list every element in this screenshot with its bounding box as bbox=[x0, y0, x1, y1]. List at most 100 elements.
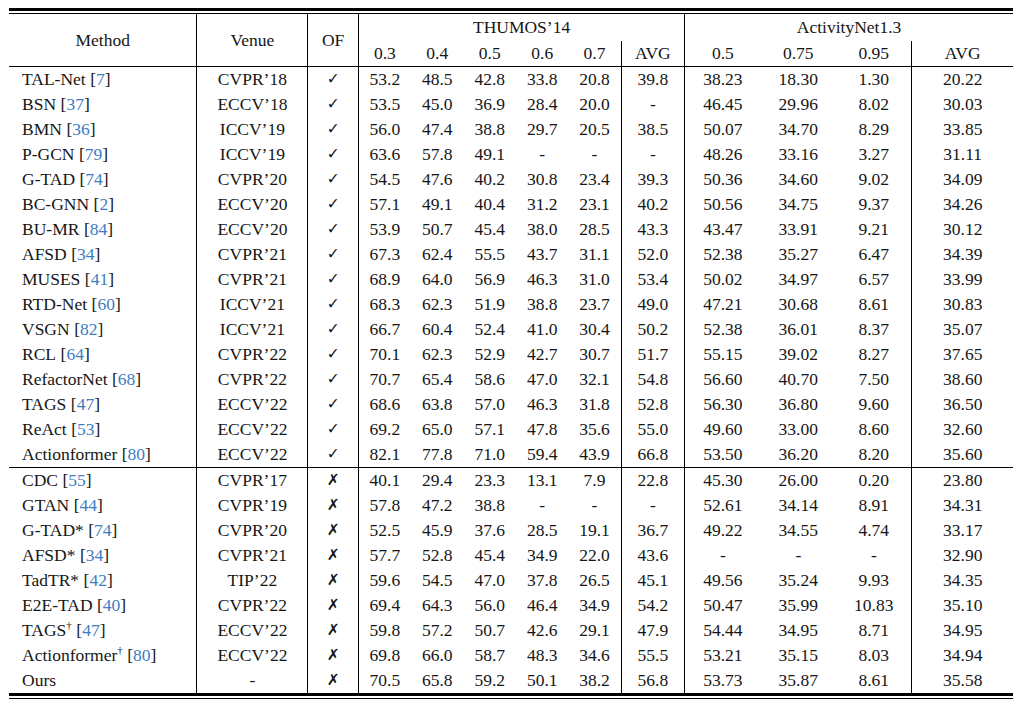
anet-avg-cell: 38.60 bbox=[912, 367, 1013, 392]
anet-avg-cell: 20.22 bbox=[912, 67, 1013, 93]
citation-link[interactable]: 41 bbox=[91, 269, 109, 289]
citation-link[interactable]: 37 bbox=[66, 94, 84, 114]
thumos-0.4-cell: 77.8 bbox=[411, 442, 464, 468]
anet-0.5-cell: 54.44 bbox=[685, 618, 761, 643]
anet-0.95-cell: 8.61 bbox=[836, 668, 912, 693]
citation-link[interactable]: 74 bbox=[85, 169, 103, 189]
anet-0.75-cell: 35.87 bbox=[760, 668, 836, 693]
thumos-0.4-cell: 60.4 bbox=[411, 317, 464, 342]
thumos-avg-cell: 43.6 bbox=[621, 543, 685, 568]
citation-link[interactable]: 47 bbox=[82, 620, 100, 640]
of-flag-cell: ✓ bbox=[308, 292, 358, 317]
table-row: Actionformer[80] ECCV’22 ✓ 82.1 77.8 71.… bbox=[9, 442, 1013, 468]
citation-link[interactable]: 7 bbox=[96, 69, 105, 89]
thumos-0.6-cell: 47.0 bbox=[516, 367, 569, 392]
method-cell: TAL-Net[7] bbox=[9, 67, 197, 93]
thumos-0.6-cell: 47.8 bbox=[516, 417, 569, 442]
thumos-0.4-cell: 54.5 bbox=[411, 568, 464, 593]
thumos-0.7-cell: 29.1 bbox=[568, 618, 621, 643]
of-flag-cell: ✓ bbox=[308, 367, 358, 392]
thumos-avg-cell: 50.2 bbox=[621, 317, 685, 342]
col-header-of: OF bbox=[308, 14, 358, 67]
thumos-0.7-cell: 32.1 bbox=[568, 367, 621, 392]
anet-avg-cell: 35.07 bbox=[912, 317, 1013, 342]
thumos-0.3-cell: 70.5 bbox=[358, 668, 411, 693]
table-row: AFSD[34] CVPR’21 ✓ 67.3 62.4 55.5 43.7 3… bbox=[9, 242, 1013, 267]
method-dagger: † bbox=[66, 619, 72, 631]
citation-link[interactable]: 40 bbox=[103, 595, 121, 615]
table-row: Ours - ✗ 70.5 65.8 59.2 50.1 38.2 56.8 5… bbox=[9, 668, 1013, 693]
citation-link[interactable]: 47 bbox=[77, 394, 95, 414]
thumos-0.6-cell: 28.4 bbox=[516, 92, 569, 117]
citation-link[interactable]: 60 bbox=[97, 294, 115, 314]
citation-link[interactable]: 64 bbox=[66, 344, 84, 364]
anet-0.95-cell: 7.50 bbox=[836, 367, 912, 392]
citation-link[interactable]: 53 bbox=[77, 419, 95, 439]
anet-0.95-cell: 8.60 bbox=[836, 417, 912, 442]
thumos-0.3-cell: 68.9 bbox=[358, 267, 411, 292]
citation: [34] bbox=[80, 545, 109, 565]
anet-avg-cell: 34.09 bbox=[912, 167, 1013, 192]
method-name: AFSD* bbox=[22, 545, 76, 565]
col-header-anet-0.95: 0.95 bbox=[836, 41, 912, 67]
venue-cell: ECCV’22 bbox=[197, 618, 308, 643]
thumos-avg-cell: 22.8 bbox=[621, 468, 685, 494]
of-flag-cell: ✓ bbox=[308, 442, 358, 468]
citation: [80] bbox=[127, 645, 156, 665]
cite-close-bracket: ] bbox=[120, 595, 126, 615]
of-flag-cell: ✗ bbox=[308, 668, 358, 693]
cite-close-bracket: ] bbox=[107, 570, 113, 590]
anet-0.95-cell: 6.57 bbox=[836, 267, 912, 292]
citation-link[interactable]: 80 bbox=[128, 444, 146, 464]
citation-link[interactable]: 79 bbox=[85, 144, 103, 164]
citation: [41] bbox=[85, 269, 114, 289]
anet-0.95-cell: 8.29 bbox=[836, 117, 912, 142]
anet-0.95-cell: 8.37 bbox=[836, 317, 912, 342]
table-row: CDC[55] CVPR’17 ✗ 40.1 29.4 23.3 13.1 7.… bbox=[9, 468, 1013, 494]
anet-0.75-cell: 29.96 bbox=[760, 92, 836, 117]
venue-cell: CVPR’20 bbox=[197, 518, 308, 543]
anet-0.95-cell: 9.02 bbox=[836, 167, 912, 192]
table-row: ReAct[53] ECCV’22 ✓ 69.2 65.0 57.1 47.8 … bbox=[9, 417, 1013, 442]
citation: [47] bbox=[76, 620, 105, 640]
thumos-0.5-cell: 47.0 bbox=[463, 568, 516, 593]
citation-link[interactable]: 68 bbox=[118, 369, 136, 389]
thumos-0.4-cell: 49.1 bbox=[411, 192, 464, 217]
citation-link[interactable]: 55 bbox=[68, 470, 86, 490]
citation-link[interactable]: 84 bbox=[90, 219, 108, 239]
citation-link[interactable]: 82 bbox=[80, 319, 98, 339]
citation-link[interactable]: 80 bbox=[133, 645, 151, 665]
of-flag-cell: ✗ bbox=[308, 518, 358, 543]
thumos-0.7-cell: 20.8 bbox=[568, 67, 621, 93]
thumos-0.5-cell: 40.4 bbox=[463, 192, 516, 217]
thumos-0.6-cell: 38.8 bbox=[516, 292, 569, 317]
citation-link[interactable]: 34 bbox=[86, 545, 104, 565]
anet-0.5-cell: 50.02 bbox=[685, 267, 761, 292]
table-row: AFSD*[34] CVPR’21 ✗ 57.7 52.8 45.4 34.9 … bbox=[9, 543, 1013, 568]
table-row: RCL[64] CVPR’22 ✓ 70.1 62.3 52.9 42.7 30… bbox=[9, 342, 1013, 367]
anet-0.75-cell: 30.68 bbox=[760, 292, 836, 317]
thumos-0.3-cell: 70.7 bbox=[358, 367, 411, 392]
anet-0.75-cell: 36.80 bbox=[760, 392, 836, 417]
thumos-0.5-cell: 50.7 bbox=[463, 618, 516, 643]
thumos-0.3-cell: 52.5 bbox=[358, 518, 411, 543]
method-name: RTD-Net bbox=[22, 294, 87, 314]
anet-0.5-cell: 56.30 bbox=[685, 392, 761, 417]
citation-link[interactable]: 34 bbox=[77, 244, 95, 264]
thumos-0.4-cell: 50.7 bbox=[411, 217, 464, 242]
thumos-0.5-cell: 58.7 bbox=[463, 643, 516, 668]
citation-link[interactable]: 36 bbox=[72, 119, 90, 139]
cite-close-bracket: ] bbox=[108, 194, 114, 214]
col-header-venue: Venue bbox=[197, 14, 308, 67]
thumos-avg-cell: 38.5 bbox=[621, 117, 685, 142]
citation-link[interactable]: 42 bbox=[89, 570, 107, 590]
thumos-0.3-cell: 54.5 bbox=[358, 167, 411, 192]
citation: [79] bbox=[79, 144, 108, 164]
citation-link[interactable]: 2 bbox=[99, 194, 108, 214]
anet-0.75-cell: 33.16 bbox=[760, 142, 836, 167]
cite-close-bracket: ] bbox=[107, 219, 113, 239]
citation-link[interactable]: 74 bbox=[94, 520, 112, 540]
thumos-avg-cell: 52.8 bbox=[621, 392, 685, 417]
thumos-0.3-cell: 69.2 bbox=[358, 417, 411, 442]
citation-link[interactable]: 44 bbox=[80, 495, 98, 515]
